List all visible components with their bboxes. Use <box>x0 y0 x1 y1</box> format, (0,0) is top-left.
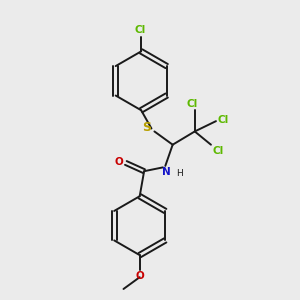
Text: Cl: Cl <box>218 115 229 125</box>
Text: N: N <box>162 167 171 177</box>
Text: H: H <box>176 169 183 178</box>
Text: O: O <box>135 271 144 281</box>
Text: O: O <box>115 157 124 167</box>
Text: Cl: Cl <box>212 146 224 156</box>
Text: Cl: Cl <box>135 25 146 35</box>
Text: S: S <box>142 122 152 134</box>
Text: Cl: Cl <box>186 99 197 109</box>
